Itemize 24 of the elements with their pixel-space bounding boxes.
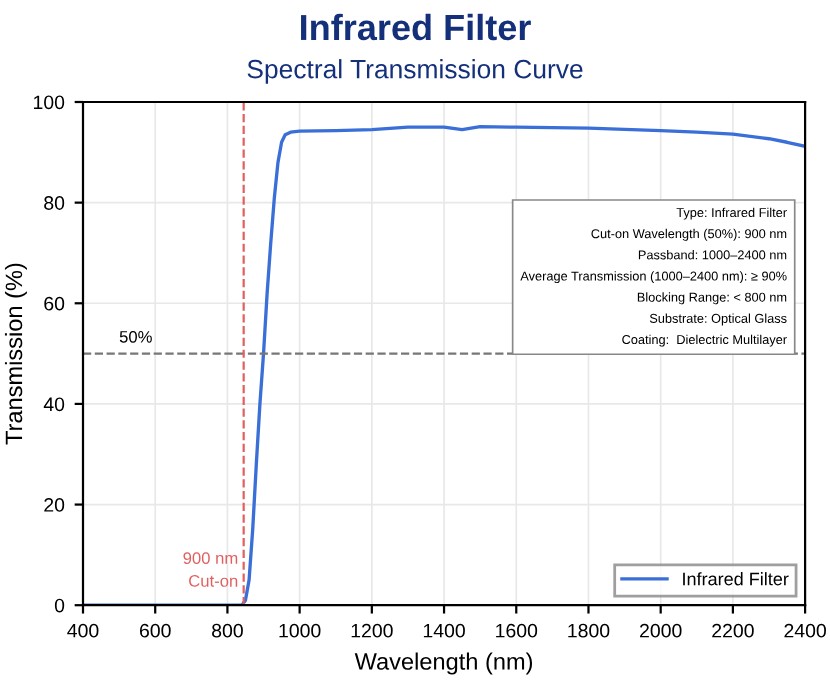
y-tick-label: 40 xyxy=(43,397,65,412)
x-tick-label: 1800 xyxy=(568,623,610,638)
y-tick-label: 100 xyxy=(33,95,65,110)
x-tick-label: 800 xyxy=(212,623,243,638)
ref-line-label: 900 nm Cut-on xyxy=(183,552,238,587)
y-tick-label: 80 xyxy=(44,196,65,210)
x-tick-label: 1200 xyxy=(351,623,393,638)
chart-title: Infrared Filter xyxy=(301,13,531,41)
y-tick-label: 20 xyxy=(44,498,65,512)
y-tick-label: 60 xyxy=(44,296,65,311)
x-tick-label: 2000 xyxy=(640,623,682,638)
y-axis-title: Transmission (%) xyxy=(4,263,27,445)
ref-line-label: 50% xyxy=(119,330,152,343)
x-tick-label: 2200 xyxy=(712,623,754,638)
y-tick-label: 0 xyxy=(54,598,65,613)
x-tick-label: 600 xyxy=(139,623,171,638)
chart-subtitle: Spectral Transmission Curve xyxy=(247,59,583,84)
legend-label: Infrared Filter xyxy=(683,572,789,586)
x-tick-label: 2400 xyxy=(784,623,826,638)
x-tick-label: 1400 xyxy=(423,623,465,638)
x-tick-label: 400 xyxy=(67,623,99,638)
x-tick-label: 1000 xyxy=(279,623,321,638)
x-tick-label: 1600 xyxy=(496,623,538,638)
x-axis-title: Wavelength (nm) xyxy=(354,652,533,675)
